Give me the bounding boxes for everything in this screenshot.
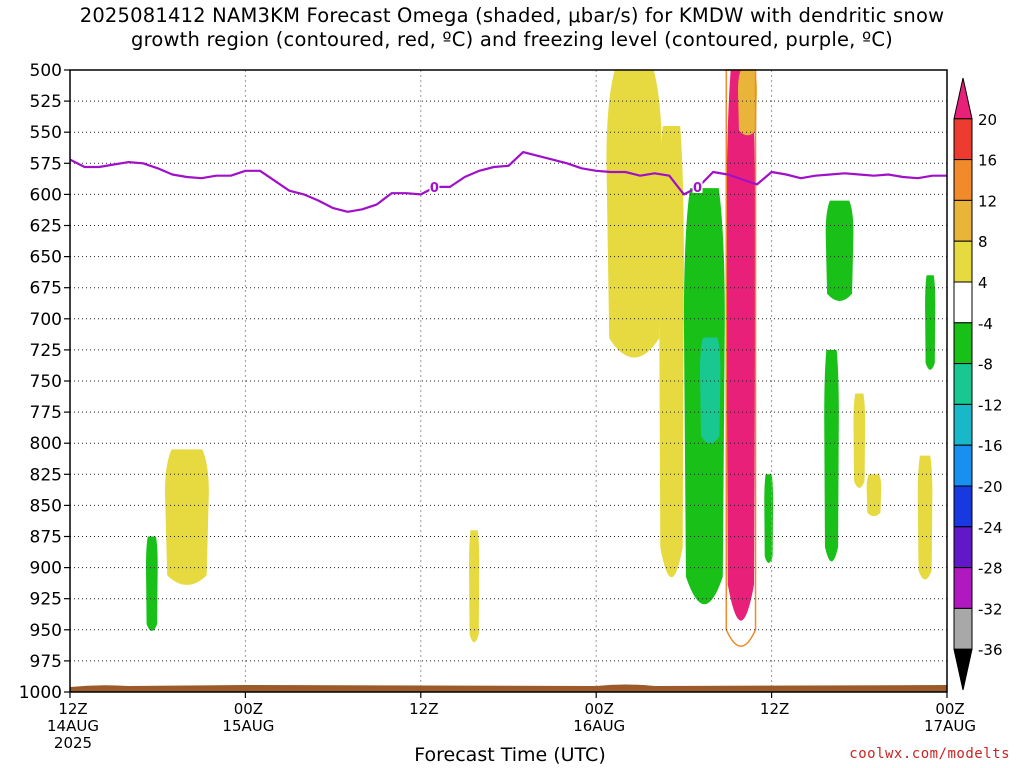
credit-link[interactable]: coolwx.com/modelts: [849, 746, 1010, 762]
omega-region-downward-4-late-2: [824, 349, 839, 562]
colorbar-legend: 20 16 12 8 4 -4 -8 -12 -16 -20 -24 -28 -32 -36: [953, 77, 1003, 691]
freezing-label-bg-1: [692, 179, 703, 193]
terrain-fill: [70, 684, 947, 692]
omega-region-upward-4-main: [606, 70, 662, 358]
y-tick-label-900: 900: [30, 559, 62, 579]
freezing-level-label-0: 0: [430, 181, 439, 196]
colorbar-label-7: -12: [978, 396, 1003, 414]
x-tick-label-12-0: 00Z: [234, 700, 263, 718]
omega-region-upward-4-late-1: [853, 393, 866, 488]
y-tick-label-950: 950: [30, 621, 62, 641]
plot-frame: [69, 69, 948, 693]
x-tick-label-36-0: 00Z: [585, 700, 614, 718]
chart-title-line-1: 2025081412 NAM3KM Forecast Omega (shaded…: [79, 4, 945, 27]
colorbar-label-10: -24: [978, 519, 1003, 537]
colorbar-label-1: 16: [978, 152, 997, 170]
colorbar-label-11: -28: [978, 560, 1003, 578]
chart-title: 2025081412 NAM3KM Forecast Omega (shaded…: [0, 4, 1024, 52]
omega-region-upward-4-late-3: [917, 455, 933, 580]
x-tick-label-12-1: 15AUG: [222, 717, 274, 735]
freezing-level-label-1: 0: [693, 181, 702, 196]
y-tick-label-750: 750: [30, 372, 62, 392]
x-tick-label-0-1: 14AUG: [47, 717, 99, 735]
y-tick-label-775: 775: [30, 403, 62, 423]
x-tick-label-36-1: 16AUG: [573, 717, 625, 735]
y-tick-label-875: 875: [30, 528, 62, 548]
y-tick-label-1000: 1000: [19, 683, 62, 703]
y-tick-label-575: 575: [30, 154, 62, 174]
omega-region-downward-4-late-1: [825, 200, 854, 302]
omega-region-upward-core: [726, 70, 756, 621]
y-tick-label-525: 525: [30, 92, 62, 112]
colorbar-label-9: -20: [978, 478, 1003, 496]
colorbar-label-4: 4: [978, 274, 988, 292]
colorbar-bin-11: [953, 526, 973, 569]
colorbar-label-5: -4: [978, 315, 993, 333]
colorbar-bin-4: [953, 240, 973, 283]
colorbar-bin-13: [953, 607, 973, 650]
y-tick-label-500: 500: [30, 61, 62, 81]
x-tick-label-60-1: 17AUG: [924, 717, 976, 735]
x-axis-title: Forecast Time (UTC): [414, 744, 606, 766]
pressure-axis: 500 525 550 575 600 625 650 675 700 725 750 775 800 8…: [19, 61, 70, 703]
y-tick-label-850: 850: [30, 496, 62, 516]
freezing-level-line: [69, 151, 947, 213]
omega-region-downward-4-late-3: [764, 474, 774, 564]
x-tick-label-24-0: 12Z: [409, 700, 438, 718]
chart-title-line-2: growth region (contoured, red, ºC) and f…: [131, 28, 893, 51]
omega-region-upward-4-early-1: [165, 449, 209, 585]
omega-core-outline: [725, 69, 757, 647]
y-tick-label-550: 550: [30, 123, 62, 143]
y-tick-label-925: 925: [30, 590, 62, 610]
colorbar-bin-2: [953, 159, 973, 201]
colorbar-bin-6: [953, 322, 973, 365]
colorbar-bottom-triangle: [953, 648, 973, 691]
y-tick-label-800: 800: [30, 434, 62, 454]
omega-region-upward-4-lower: [659, 125, 684, 578]
omega-region-upward-4-early-2: [469, 530, 480, 643]
colorbar-bin-12: [953, 567, 973, 609]
colorbar-label-13: -36: [978, 641, 1003, 659]
x-tick-label-0-0: 12Z: [58, 700, 87, 718]
freezing-label-bg-0: [429, 179, 440, 193]
y-tick-label-700: 700: [30, 310, 62, 330]
colorbar-label-8: -16: [978, 437, 1003, 455]
omega-region-upward-4-late-2: [866, 474, 882, 517]
omega-region-downward-4-late-4: [925, 275, 936, 370]
colorbar-bin-1: [953, 118, 973, 161]
colorbar-bin-10: [953, 485, 973, 528]
y-tick-label-675: 675: [30, 279, 62, 299]
colorbar-top-triangle: [953, 77, 973, 120]
omega-region-upward-8-top: [737, 70, 757, 136]
y-tick-label-650: 650: [30, 248, 62, 268]
colorbar-bin-7: [953, 363, 973, 405]
colorbar-label-0: 20: [978, 111, 997, 129]
grid-lines: [70, 70, 947, 692]
y-tick-label-725: 725: [30, 341, 62, 361]
omega-shading: [146, 69, 936, 647]
colorbar-bin-3: [953, 199, 973, 242]
x-tick-label-60-0: 00Z: [935, 700, 964, 718]
colorbar-bin-9: [953, 444, 973, 487]
x-tick-label-0-2: 2025: [54, 734, 92, 752]
surface-terrain: [70, 684, 947, 692]
y-tick-label-825: 825: [30, 465, 62, 485]
y-tick-label-600: 600: [30, 185, 62, 205]
colorbar-label-2: 12: [978, 192, 997, 210]
omega-region-downward-8-mid: [699, 337, 721, 444]
omega-region-downward-4-early: [146, 536, 158, 632]
colorbar-bin-8: [953, 403, 973, 446]
plot-border: [69, 69, 948, 693]
y-tick-label-975: 975: [30, 652, 62, 672]
y-tick-label-625: 625: [30, 217, 62, 237]
colorbar-label-12: -32: [978, 600, 1003, 618]
colorbar-label-3: 8: [978, 233, 988, 251]
colorbar-bin-5: [953, 281, 973, 324]
colorbar-label-6: -8: [978, 356, 993, 374]
x-tick-label-48-0: 12Z: [760, 700, 789, 718]
